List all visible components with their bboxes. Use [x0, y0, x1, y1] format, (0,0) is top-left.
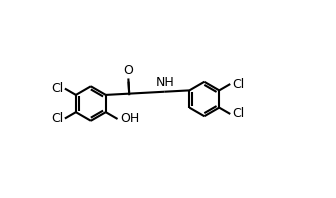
- Text: Cl: Cl: [232, 108, 244, 120]
- Text: Cl: Cl: [232, 78, 244, 90]
- Text: NH: NH: [155, 76, 174, 89]
- Text: OH: OH: [120, 112, 139, 126]
- Text: Cl: Cl: [51, 82, 63, 95]
- Text: O: O: [124, 64, 133, 77]
- Text: Cl: Cl: [51, 112, 63, 125]
